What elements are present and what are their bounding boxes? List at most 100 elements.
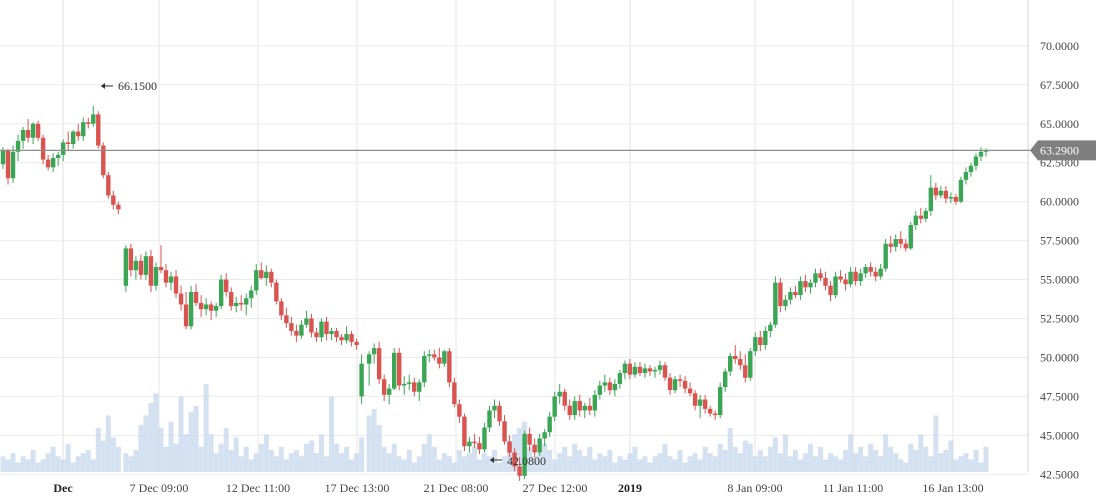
candle[interactable] — [512, 447, 517, 472]
candle[interactable] — [173, 270, 179, 299]
candle[interactable] — [537, 433, 542, 456]
candle[interactable] — [203, 298, 209, 316]
candle[interactable] — [883, 239, 888, 272]
candle[interactable] — [597, 380, 603, 400]
candle[interactable] — [422, 351, 427, 388]
candle[interactable] — [743, 354, 748, 383]
candle[interactable] — [45, 154, 51, 171]
candle[interactable] — [913, 210, 918, 230]
candle[interactable] — [943, 186, 949, 204]
candle[interactable] — [193, 284, 199, 307]
candle[interactable] — [138, 254, 144, 280]
candles[interactable] — [0, 105, 989, 481]
candle[interactable] — [733, 344, 738, 364]
candle[interactable] — [344, 326, 349, 344]
candle[interactable] — [833, 271, 838, 299]
candle[interactable] — [467, 436, 472, 453]
candle[interactable] — [148, 249, 154, 293]
candle[interactable] — [938, 186, 944, 199]
candle[interactable] — [667, 373, 673, 395]
candle[interactable] — [863, 263, 868, 278]
candle[interactable] — [208, 301, 214, 321]
candle[interactable] — [381, 374, 387, 402]
candle[interactable] — [497, 401, 502, 427]
candle[interactable] — [818, 268, 823, 282]
candle[interactable] — [647, 365, 653, 377]
candle[interactable] — [407, 374, 412, 391]
candle[interactable] — [607, 377, 613, 395]
candle[interactable] — [259, 262, 264, 280]
candle[interactable] — [482, 422, 487, 453]
candle[interactable] — [304, 310, 309, 328]
candle[interactable] — [723, 368, 728, 392]
candle[interactable] — [592, 390, 598, 417]
candle[interactable] — [642, 363, 648, 378]
candle[interactable] — [133, 256, 139, 280]
candle[interactable] — [218, 274, 224, 310]
candle[interactable] — [702, 394, 708, 414]
candle[interactable] — [547, 411, 552, 437]
candle[interactable] — [86, 117, 91, 129]
candle[interactable] — [978, 147, 984, 162]
candle[interactable] — [457, 399, 462, 423]
candle[interactable] — [778, 277, 783, 313]
candle[interactable] — [223, 273, 229, 297]
candle[interactable] — [567, 399, 572, 420]
candle[interactable] — [339, 334, 344, 345]
candle[interactable] — [228, 287, 234, 311]
candle[interactable] — [76, 123, 81, 141]
candle[interactable] — [472, 433, 477, 448]
candle[interactable] — [15, 134, 21, 162]
candle[interactable] — [314, 327, 319, 342]
candle[interactable] — [813, 268, 818, 288]
candle[interactable] — [183, 292, 189, 330]
candle[interactable] — [677, 374, 683, 388]
candle[interactable] — [657, 360, 663, 375]
candle[interactable] — [447, 348, 452, 388]
candle[interactable] — [808, 279, 813, 294]
candle[interactable] — [309, 313, 314, 338]
candle[interactable] — [55, 151, 61, 166]
candle[interactable] — [898, 231, 903, 249]
candle[interactable] — [973, 153, 979, 171]
candle[interactable] — [562, 388, 567, 411]
candle[interactable] — [163, 263, 169, 288]
candle[interactable] — [848, 267, 853, 288]
candle[interactable] — [376, 341, 382, 384]
candle[interactable] — [532, 438, 537, 458]
candle[interactable] — [692, 390, 698, 411]
candle[interactable] — [517, 457, 522, 481]
candle[interactable] — [748, 348, 753, 381]
candle[interactable] — [274, 279, 279, 305]
candle[interactable] — [30, 122, 36, 145]
candle[interactable] — [577, 394, 582, 417]
candle[interactable] — [123, 245, 129, 293]
candle[interactable] — [587, 397, 592, 416]
candle[interactable] — [843, 273, 848, 291]
candle[interactable] — [582, 402, 587, 419]
candle[interactable] — [20, 126, 26, 149]
candle[interactable] — [507, 435, 512, 458]
candle[interactable] — [40, 134, 46, 165]
candle[interactable] — [432, 349, 437, 361]
candle[interactable] — [168, 271, 174, 291]
candle[interactable] — [557, 383, 562, 405]
candle[interactable] — [888, 235, 893, 254]
candle[interactable] — [903, 239, 908, 252]
candle[interactable] — [324, 316, 329, 341]
candle[interactable] — [412, 377, 417, 397]
candle[interactable] — [652, 366, 658, 378]
candle[interactable] — [617, 369, 623, 389]
candle[interactable] — [319, 318, 324, 342]
candle[interactable] — [492, 399, 497, 419]
candle[interactable] — [391, 348, 397, 391]
candle[interactable] — [116, 201, 121, 215]
candle[interactable] — [188, 285, 194, 330]
candle[interactable] — [284, 307, 289, 328]
candle[interactable] — [853, 267, 858, 286]
candle[interactable] — [452, 377, 457, 408]
candle[interactable] — [65, 131, 71, 151]
candle[interactable] — [717, 382, 723, 419]
candle[interactable] — [334, 327, 339, 342]
